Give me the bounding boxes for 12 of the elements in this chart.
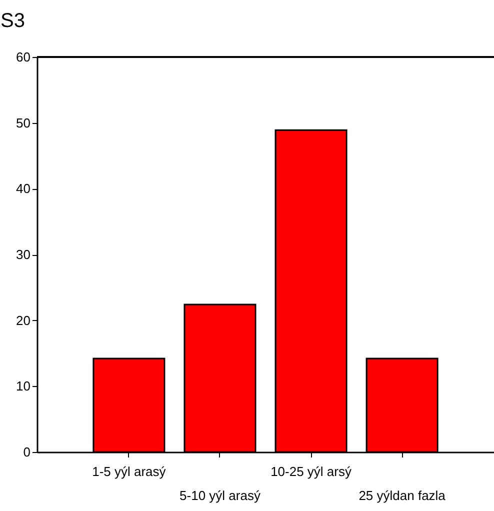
y-tick-label: 20 <box>16 312 30 328</box>
x-tick-label: 25 yýldan fazla <box>358 488 446 503</box>
y-tick-label: 30 <box>16 247 30 262</box>
y-tick-label: 40 <box>16 181 30 196</box>
chart-title: S3 <box>0 10 26 32</box>
y-tick-label: 0 <box>23 444 30 460</box>
y-tick-label: 10 <box>16 378 30 394</box>
y-tick-label: 60 <box>16 50 30 64</box>
x-tick-label: 10-25 yýl arsý <box>270 464 352 479</box>
y-tick-label: 50 <box>16 115 30 130</box>
x-tick-label: 1-5 yýl arasý <box>92 464 166 479</box>
x-tick-label: 5-10 yýl arasý <box>180 488 261 503</box>
